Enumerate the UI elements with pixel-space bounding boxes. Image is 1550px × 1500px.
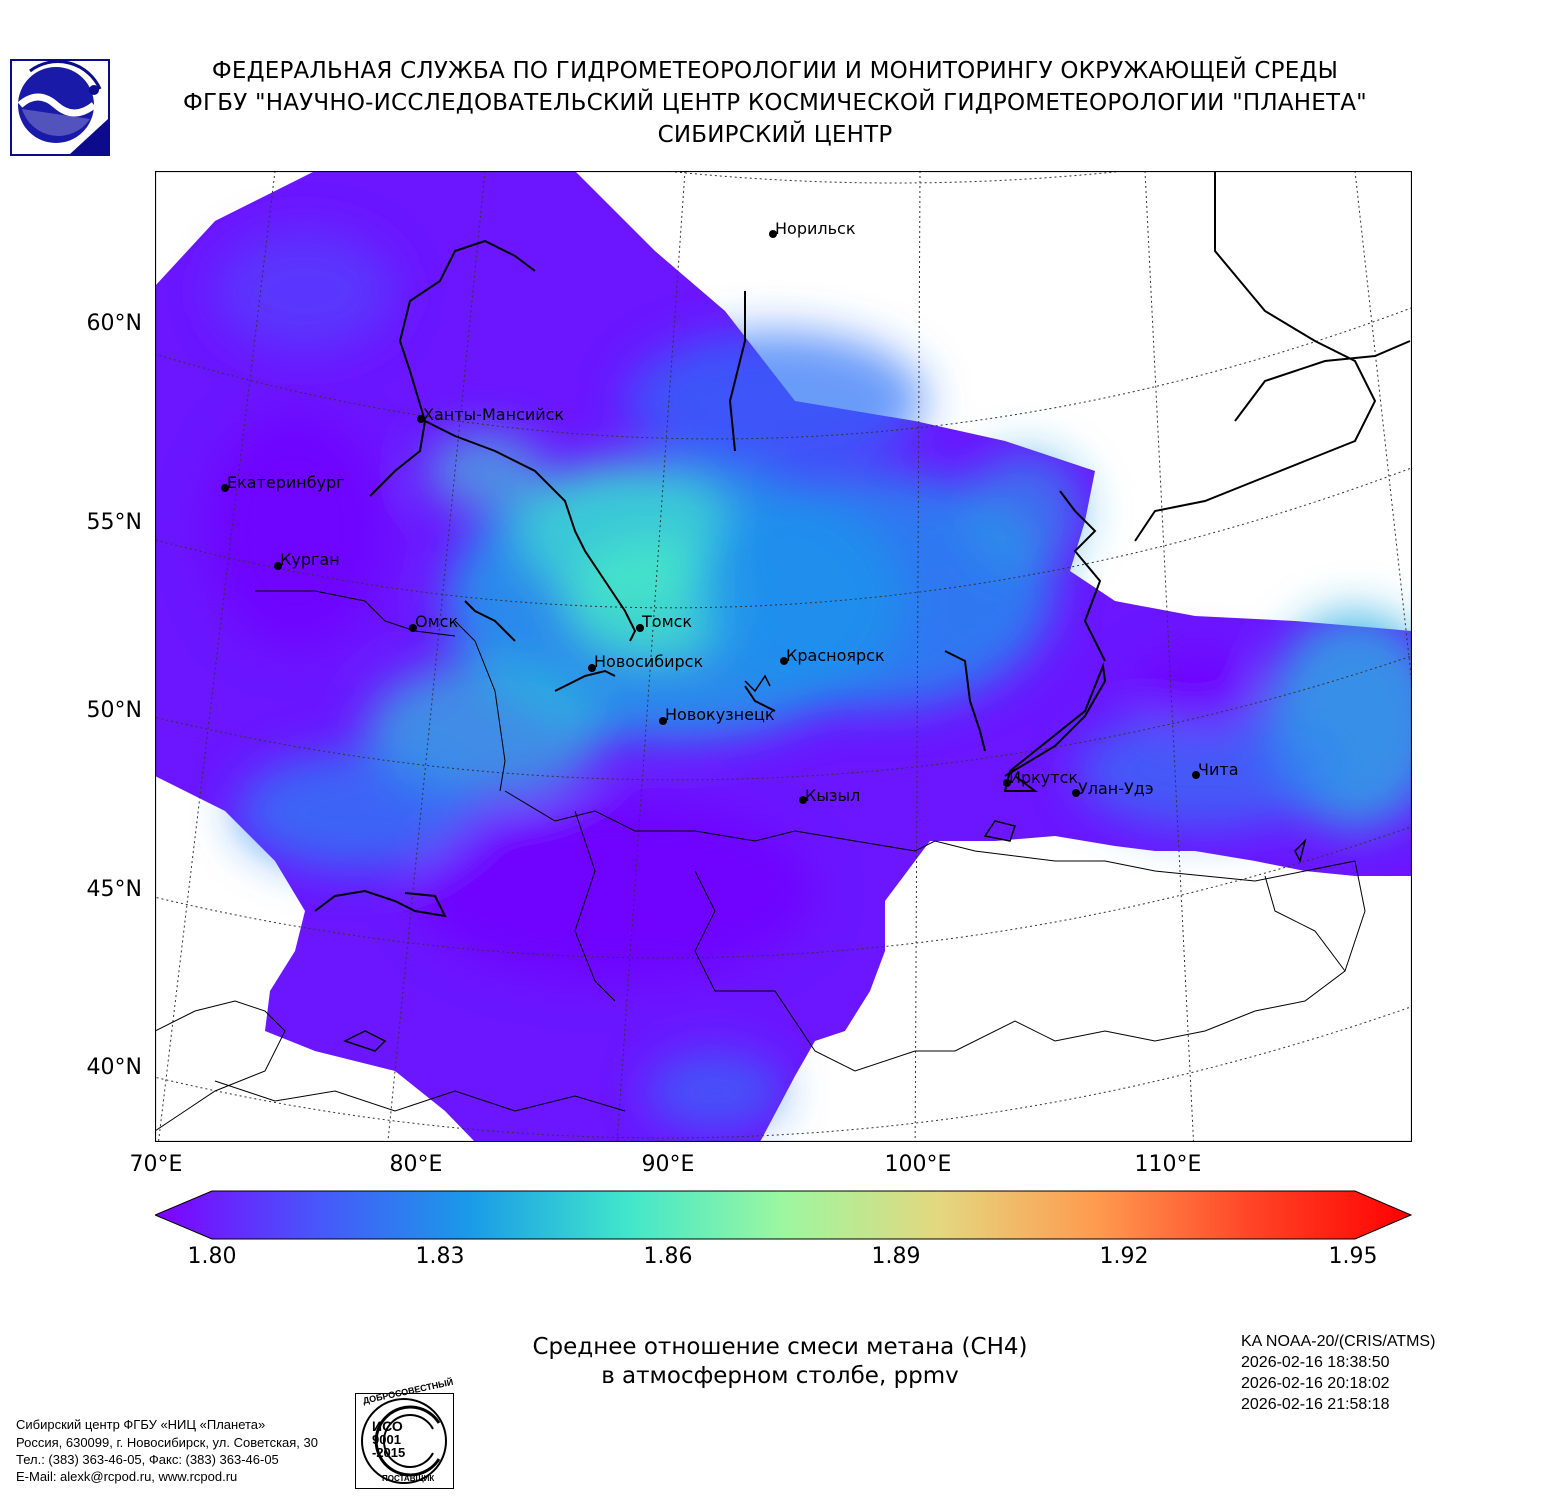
city-label-novokuznetsk: Новокузнецк: [665, 705, 775, 724]
pass-time-2: 2026-02-16 20:18:02: [1241, 1375, 1390, 1392]
caption-line-1: Среднее отношение смеси метана (CH4): [532, 1334, 1028, 1360]
iso-stamp-year: -2015: [372, 1445, 406, 1460]
lat-label-40: 40°N: [86, 1055, 142, 1080]
colorbar-tick-1-95: 1.95: [1328, 1244, 1378, 1269]
city-label-tomsk: Томск: [642, 612, 693, 631]
colorbar-tick-1-86: 1.86: [643, 1244, 693, 1269]
header-line-3: СИБИРСКИЙ ЦЕНТР: [657, 122, 893, 148]
colorbar-tick-1-92: 1.92: [1099, 1244, 1149, 1269]
colorbar-tick-1-83: 1.83: [415, 1244, 465, 1269]
header-line-2: ФГБУ "НАУЧНО-ИССЛЕДОВАТЕЛЬСКИЙ ЦЕНТР КОС…: [183, 90, 1367, 116]
footer-email: E-Mail: alexk@rcpod.ru, www.rcpod.ru: [16, 1469, 238, 1484]
city-label-omsk: Омск: [415, 612, 459, 631]
iso-stamp-number: 9001: [372, 1432, 401, 1447]
city-label-norilsk: Норильск: [775, 219, 856, 238]
colorbar-tick-1-80: 1.80: [187, 1244, 237, 1269]
city-label-ulan-ude: Улан-Удэ: [1078, 779, 1154, 798]
pass-time-3: 2026-02-16 21:58:18: [1241, 1396, 1390, 1413]
city-label-irkutsk: Иркутск: [1009, 768, 1079, 787]
city-label-kurgan: Курган: [280, 550, 340, 569]
city-label-kyzyl: Кызыл: [805, 786, 861, 805]
lat-label-50: 50°N: [86, 698, 142, 723]
footer-org: Сибирский центр ФГБУ «НИЦ «Планета»: [16, 1417, 266, 1432]
colorbar: [155, 1190, 1412, 1240]
city-label-krasnoyarsk: Красноярск: [786, 646, 885, 665]
satellite-name: KA NOAA-20/(CRIS/ATMS): [1241, 1333, 1436, 1350]
city-label-chita: Чита: [1198, 760, 1239, 779]
lat-label-55: 55°N: [86, 510, 142, 535]
planeta-logo-icon: [10, 59, 110, 156]
header-line-1: ФЕДЕРАЛЬНАЯ СЛУЖБА ПО ГИДРОМЕТЕОРОЛОГИИ …: [211, 58, 1339, 84]
lat-label-45: 45°N: [86, 877, 142, 902]
pass-time-1: 2026-02-16 18:38:50: [1241, 1354, 1390, 1371]
lat-label-60: 60°N: [86, 311, 142, 336]
city-label-novosibirsk: Новосибирск: [594, 652, 704, 671]
colorbar-tick-1-89: 1.89: [871, 1244, 921, 1269]
iso-stamp-code: ИСО: [372, 1418, 403, 1434]
caption-line-2: в атмосферном столбе, ppmv: [601, 1363, 959, 1389]
footer-address: Россия, 630099, г. Новосибирск, ул. Сове…: [16, 1435, 318, 1450]
lon-label-80: 80°E: [389, 1152, 443, 1177]
lon-label-100: 100°E: [884, 1152, 952, 1177]
city-markers: [221, 230, 1200, 804]
city-label-yekaterinburg: Екатеринбург: [227, 473, 345, 492]
city-label-khanty-mansiysk: Ханты-Мансийск: [423, 405, 565, 424]
methane-map: [155, 171, 1412, 1142]
lon-label-110: 110°E: [1134, 1152, 1202, 1177]
iso-9001-stamp: [355, 1393, 454, 1489]
iso-stamp-bottom-text: ПОСТАВЩИК: [382, 1474, 435, 1483]
footer-phone: Тел.: (383) 363-46-05, Факс: (383) 363-4…: [16, 1452, 279, 1467]
lon-label-90: 90°E: [641, 1152, 695, 1177]
lon-label-70: 70°E: [129, 1152, 183, 1177]
